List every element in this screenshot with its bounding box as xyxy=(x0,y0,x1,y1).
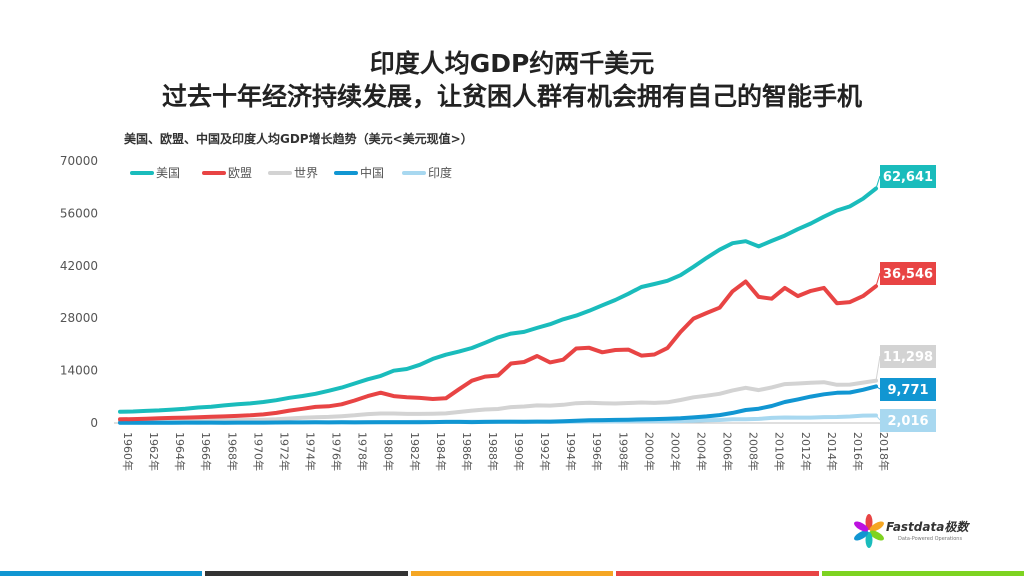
end-label-value: 62,641 xyxy=(883,170,933,185)
end-label-value: 2,016 xyxy=(887,414,928,429)
fastdata-logo: Fastdata极数 Data-Powered Operations xyxy=(852,512,1002,552)
end-label-leader xyxy=(875,355,881,381)
x-tick-label: 1976年 xyxy=(330,432,344,471)
x-tick-label: 1994年 xyxy=(564,432,578,471)
chart-subtitle: 美国、欧盟、中国及印度人均GDP增长趋势（美元<美元现值>） xyxy=(124,132,473,146)
logo-text: Fastdata极数 xyxy=(886,520,969,534)
flower-logo-icon xyxy=(854,514,884,548)
end-label-leader xyxy=(875,415,881,421)
x-tick-label: 1984年 xyxy=(434,432,448,471)
x-tick-label: 2006年 xyxy=(721,432,735,471)
y-tick-label: 56000 xyxy=(60,206,98,220)
stripe-red xyxy=(616,571,819,576)
x-tick-label: 1970年 xyxy=(251,432,265,471)
series-line-2 xyxy=(118,279,878,422)
end-label-leader xyxy=(875,386,881,390)
x-tick-label: 1978年 xyxy=(356,432,370,471)
series-line-1 xyxy=(118,186,878,414)
page-title-line-1: 印度人均GDP约两千美元 xyxy=(369,49,655,78)
end-label-box xyxy=(880,262,936,285)
x-tick-label: 1962年 xyxy=(147,432,161,471)
series-line-3 xyxy=(118,378,878,424)
y-tick-label: 28000 xyxy=(60,311,98,325)
y-tick-label: 42000 xyxy=(60,259,98,273)
x-tick-label: 1964年 xyxy=(173,432,187,471)
end-label-box xyxy=(880,378,936,401)
stripe-green xyxy=(821,571,1024,576)
x-tick-label: 1972年 xyxy=(277,432,291,471)
x-tick-label: 1990年 xyxy=(512,432,526,471)
x-tick-label: 1966年 xyxy=(199,432,213,471)
x-tick-label: 2018年 xyxy=(877,432,891,471)
series-line-4 xyxy=(118,384,878,425)
legend-label: 世界 xyxy=(294,166,318,180)
x-tick-label: 2010年 xyxy=(773,432,787,471)
legend-label: 中国 xyxy=(360,165,384,180)
x-tick-label: 2008年 xyxy=(747,432,761,471)
page-title-line-2: 过去十年经济持续发展，让贫困人群有机会拥有自己的智能手机 xyxy=(161,82,862,111)
y-tick-label: 0 xyxy=(90,416,98,430)
y-tick-label: 14000 xyxy=(60,364,98,378)
y-tick-label: 70000 xyxy=(60,154,98,168)
x-tick-label: 1982年 xyxy=(408,432,422,471)
legend-label: 印度 xyxy=(428,165,452,180)
x-tick-label: 1988年 xyxy=(486,432,500,471)
x-tick-label: 1968年 xyxy=(225,432,239,471)
x-tick-label: 2004年 xyxy=(695,432,709,471)
stripe-orange xyxy=(410,571,614,576)
x-tick-label: 1960年 xyxy=(121,432,135,471)
x-tick-label: 1996年 xyxy=(590,432,604,471)
end-label-box xyxy=(880,409,936,432)
end-label-value: 9,771 xyxy=(887,383,928,398)
end-label-value: 36,546 xyxy=(883,267,933,282)
legend-label: 欧盟 xyxy=(228,166,252,180)
bottom-color-stripes xyxy=(0,571,1024,576)
end-label-box xyxy=(880,345,936,368)
end-label-leader xyxy=(875,272,881,287)
x-tick-label: 2000年 xyxy=(642,432,656,471)
logo-tagline: Data-Powered Operations xyxy=(898,536,963,542)
end-label-box xyxy=(880,165,936,188)
x-tick-label: 2016年 xyxy=(851,432,865,471)
stripe-blue xyxy=(0,571,203,576)
x-tick-label: 1998年 xyxy=(616,432,630,471)
x-tick-label: 1974年 xyxy=(303,432,317,471)
x-tick-label: 1980年 xyxy=(382,432,396,471)
x-tick-label: 2002年 xyxy=(668,432,682,471)
x-tick-label: 1992年 xyxy=(538,432,552,471)
legend-label: 美国 xyxy=(156,166,180,180)
stripe-dark xyxy=(205,571,408,576)
x-tick-label: 2014年 xyxy=(825,432,839,471)
x-tick-label: 1986年 xyxy=(460,432,474,471)
end-label-value: 11,298 xyxy=(883,350,933,365)
x-tick-label: 2012年 xyxy=(799,432,813,471)
end-label-leader xyxy=(875,175,881,189)
